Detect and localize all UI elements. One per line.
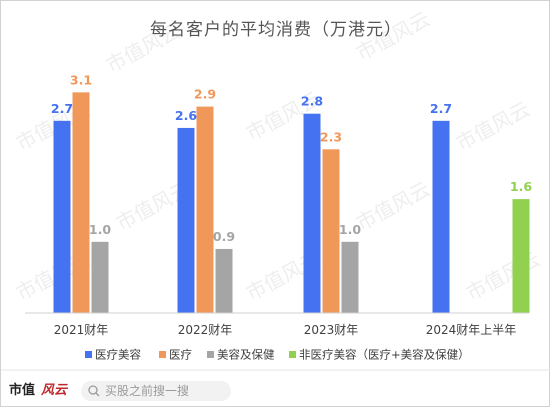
bar-2-3 — [215, 248, 233, 313]
category-labels: 2021财年 2022财年 2023财年 2024财年上半年 — [54, 323, 517, 337]
bar-2-1 — [177, 127, 195, 313]
bar-2-2 — [196, 106, 214, 314]
category-label-1: 2021财年 — [54, 323, 109, 337]
watermark-5: 市值风云 — [452, 97, 534, 156]
bar-4-4 — [512, 199, 530, 313]
footer: 市值 风云 买股之前搜一搜 — [9, 381, 231, 401]
bar-3-2 — [322, 149, 340, 313]
watermark-7: 市值风云 — [352, 177, 434, 236]
chart-title: 每名客户的平均消费（万港元） — [150, 20, 402, 40]
category-label-4: 2024财年上半年 — [426, 323, 517, 337]
legend-swatch-1 — [85, 351, 92, 358]
watermark-10: 市值风云 — [462, 247, 544, 306]
brand-logo-right: 风云 — [40, 383, 69, 398]
search-icon — [88, 385, 100, 397]
data-label-2-3: 0.9 — [213, 229, 235, 244]
data-label-1-1: 2.7 — [51, 101, 73, 116]
brand-logo-left: 市值 — [9, 382, 35, 398]
legend-swatch-2 — [159, 351, 166, 358]
data-label-2-2: 2.9 — [194, 87, 216, 102]
legend-label-2: 医疗 — [169, 348, 192, 362]
legend: 医疗美容 医疗 美容及保健 非医疗美容（医疗+美容及保健） — [85, 348, 470, 362]
data-label-2-1: 2.6 — [175, 108, 197, 123]
bar-3-3 — [341, 241, 359, 313]
category-label-3: 2023财年 — [304, 323, 359, 337]
data-label-4-1: 2.7 — [430, 101, 452, 116]
data-label-1-2: 3.1 — [70, 72, 92, 87]
bar-4-1 — [432, 120, 450, 313]
legend-label-1: 医疗美容 — [95, 348, 141, 362]
legend-swatch-3 — [207, 351, 214, 358]
category-label-2: 2022财年 — [178, 323, 233, 337]
search-placeholder: 买股之前搜一搜 — [105, 383, 189, 398]
search-box[interactable] — [81, 381, 231, 401]
data-label-1-3: 1.0 — [89, 222, 111, 237]
data-label-3-1: 2.8 — [301, 94, 323, 109]
legend-label-3: 美容及保健 — [217, 348, 275, 362]
data-label-4-4: 1.6 — [510, 179, 532, 194]
bar-1-3 — [91, 241, 109, 313]
bar-3-1 — [303, 113, 321, 314]
bar-1-1 — [53, 120, 71, 313]
bars-layer: 2.7 3.1 1.0 2.6 2.9 0.9 2.8 2.3 1.0 2.7 1.6 — [51, 72, 532, 314]
bar-1-2 — [72, 92, 90, 314]
legend-label-4: 非医疗美容（医疗+美容及保健） — [299, 348, 470, 362]
data-label-3-3: 1.0 — [339, 222, 361, 237]
data-label-3-2: 2.3 — [320, 129, 342, 144]
legend-swatch-4 — [289, 351, 296, 358]
